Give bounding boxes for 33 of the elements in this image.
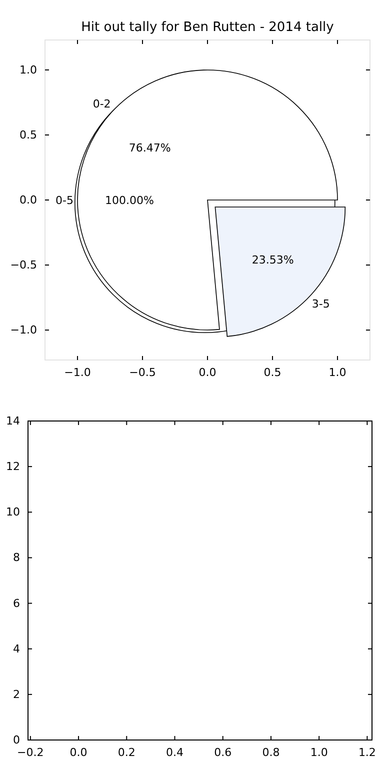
data-label: 100.00%: [105, 194, 154, 207]
y-tick-label: −1.0: [10, 324, 37, 337]
x-tick-label: −0.2: [17, 746, 44, 759]
y-tick-label: 6: [13, 596, 20, 610]
y-tick-label: −0.5: [10, 258, 37, 272]
slice-label: 3-5: [312, 297, 330, 310]
y-tick-label: 0.0: [20, 194, 37, 207]
data-label: 23.53%: [252, 253, 294, 266]
x-tick-label: −1.0: [64, 366, 91, 379]
y-tick-label: 2: [13, 688, 20, 701]
x-tick-label: 0.5: [264, 366, 282, 379]
slice-label: 0-2: [92, 97, 111, 110]
x-tick-label: 1.2: [358, 746, 376, 759]
slice-label: 0-5: [56, 194, 74, 207]
x-tick-label: 0.0: [70, 746, 88, 759]
x-tick-label: 1.0: [328, 366, 346, 379]
y-tick-label: 8: [13, 551, 20, 564]
y-tick-label: 12: [6, 460, 20, 474]
chart-title: Hit out tally for Ben Rutten - 2014 tally: [81, 20, 334, 35]
y-tick-label: 10: [6, 506, 20, 519]
x-tick-label: 0.0: [198, 366, 216, 379]
x-tick-label: 0.8: [262, 746, 280, 759]
y-tick-label: 1.0: [20, 63, 37, 76]
y-tick-label: 0: [13, 734, 20, 747]
y-tick-label: 14: [6, 414, 20, 428]
y-tick-label: 4: [13, 642, 20, 656]
x-tick-label: 0.2: [118, 746, 136, 759]
data-label: 76.47%: [128, 141, 171, 154]
x-tick-label: 1.0: [310, 746, 328, 759]
x-tick-label: 0.6: [214, 746, 232, 759]
y-tick-label: 0.5: [20, 128, 37, 142]
x-tick-label: −0.5: [129, 366, 156, 379]
x-tick-label: 0.4: [166, 746, 184, 759]
